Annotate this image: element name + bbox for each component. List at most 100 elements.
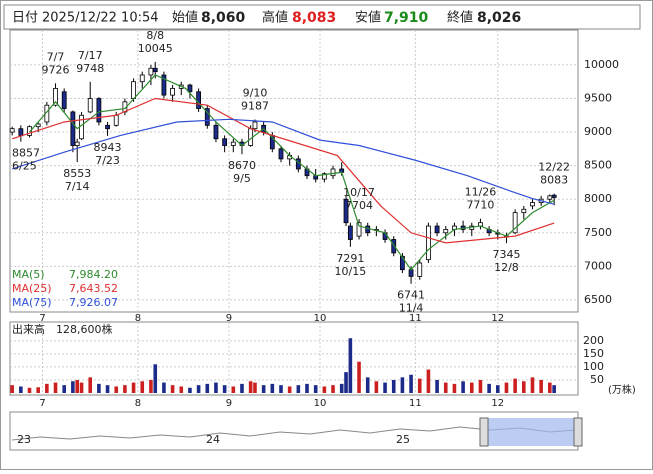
volume-bar <box>305 383 309 393</box>
x-tick-label: 10 <box>314 313 327 324</box>
candle-body <box>426 225 431 261</box>
annotation-price: 8943 <box>94 141 122 154</box>
navigator-label: 23 <box>17 433 31 446</box>
annotation-date: 7/17 <box>78 49 103 62</box>
y-tick-label: 6500 <box>584 293 612 306</box>
volume-bar <box>240 383 244 393</box>
candle-body <box>161 74 167 96</box>
volume-bar <box>435 379 439 393</box>
x-tick-label: 12 <box>491 313 504 324</box>
volume-bar <box>75 379 80 393</box>
volume-bar <box>452 383 457 393</box>
volume-tick-label: 150 <box>583 347 604 360</box>
navigator-label: 25 <box>396 433 410 446</box>
candle-body <box>443 229 449 234</box>
volume-total: 128,600株 <box>56 322 113 336</box>
x-tick-label: 10 <box>314 398 327 409</box>
x-tick-label: 9 <box>226 398 232 409</box>
candle-body <box>152 67 158 73</box>
candle-body <box>547 195 553 200</box>
navigator-label: 24 <box>206 433 220 446</box>
volume-bar <box>469 382 474 393</box>
candle-body <box>139 74 145 83</box>
candle-body <box>408 269 414 277</box>
volume-bar <box>162 382 166 393</box>
candle-body <box>148 67 154 76</box>
candle-body <box>74 141 80 146</box>
volume-bar <box>170 385 175 393</box>
volume-bar <box>231 386 236 393</box>
volume-bar <box>504 382 509 393</box>
ma-legend-name: MA(5) <box>12 268 45 281</box>
x-tick-label: 8 <box>135 398 141 409</box>
navigator-range[interactable] <box>486 418 576 446</box>
volume-bar <box>522 381 526 393</box>
x-tick-label: 7 <box>39 398 45 409</box>
candle-body <box>18 128 24 136</box>
volume-bar <box>10 385 14 393</box>
volume-bar <box>45 383 49 393</box>
volume-bar <box>530 377 535 393</box>
candle-body <box>417 262 423 277</box>
volume-bar <box>214 382 218 393</box>
volume-bar <box>153 364 158 393</box>
volume-bar <box>253 382 257 393</box>
ma-legend-value: 7,926.07 <box>69 296 118 309</box>
navigator-handle[interactable] <box>479 417 489 447</box>
annotation-price: 8670 <box>228 159 256 172</box>
x-tick-label: 8 <box>135 313 141 324</box>
y-tick-label: 9000 <box>584 125 612 138</box>
volume-bar <box>339 383 344 393</box>
annotation-date: 9/10 <box>243 87 268 100</box>
volume-bar <box>114 386 119 393</box>
candle-body <box>204 108 210 126</box>
candle-body <box>61 91 67 109</box>
volume-bar <box>383 382 387 393</box>
candle-body <box>170 88 175 96</box>
close-label: 終値 <box>447 10 473 26</box>
volume-bar <box>478 379 483 393</box>
volume-bar <box>344 372 348 393</box>
ma-legend-name: MA(25) <box>12 282 52 295</box>
volume-bar <box>331 385 335 393</box>
volume-bar <box>552 385 556 393</box>
volume-bar <box>374 381 379 393</box>
low-label: 安値 <box>355 10 381 26</box>
annotation-price: 7291 <box>336 252 364 265</box>
volume-bar <box>123 385 127 393</box>
annotation-date: 10/15 <box>335 265 367 278</box>
annotation-price: 8857 <box>12 147 40 160</box>
volume-bar <box>348 338 353 393</box>
annotation-date: 6/25 <box>12 160 37 173</box>
x-tick-label: 11 <box>409 313 422 324</box>
price-panel <box>9 29 579 313</box>
date-label: 日付 <box>12 11 38 26</box>
volume-bar <box>222 385 227 393</box>
candle-body <box>87 98 93 113</box>
candle-body <box>9 128 15 133</box>
volume-bar <box>71 381 75 393</box>
date: 2025/12/22 10:54 <box>42 11 159 26</box>
candle-body <box>521 208 527 214</box>
annotation-date: 11/4 <box>399 302 424 315</box>
candle-body <box>530 202 535 207</box>
volume-bar <box>400 377 405 393</box>
volume-bar <box>409 374 413 393</box>
volume-bar <box>417 378 422 393</box>
candle-body <box>356 222 362 237</box>
volume-bar <box>296 385 301 393</box>
annotation-date: 11/26 <box>465 186 497 199</box>
volume-bar <box>53 382 58 393</box>
volume-bar <box>443 382 448 393</box>
volume-bar <box>97 383 101 393</box>
annotation-date: 12/8 <box>494 261 519 274</box>
candle-body <box>252 121 258 130</box>
navigator-handle[interactable] <box>573 417 583 447</box>
ma-legend-value: 7,643.52 <box>69 282 118 295</box>
candle-body <box>196 91 202 109</box>
volume-bar <box>322 386 327 393</box>
annotation-price: 6741 <box>397 289 425 302</box>
volume-bar <box>279 385 283 393</box>
annotation-date: 8/8 <box>146 29 164 42</box>
